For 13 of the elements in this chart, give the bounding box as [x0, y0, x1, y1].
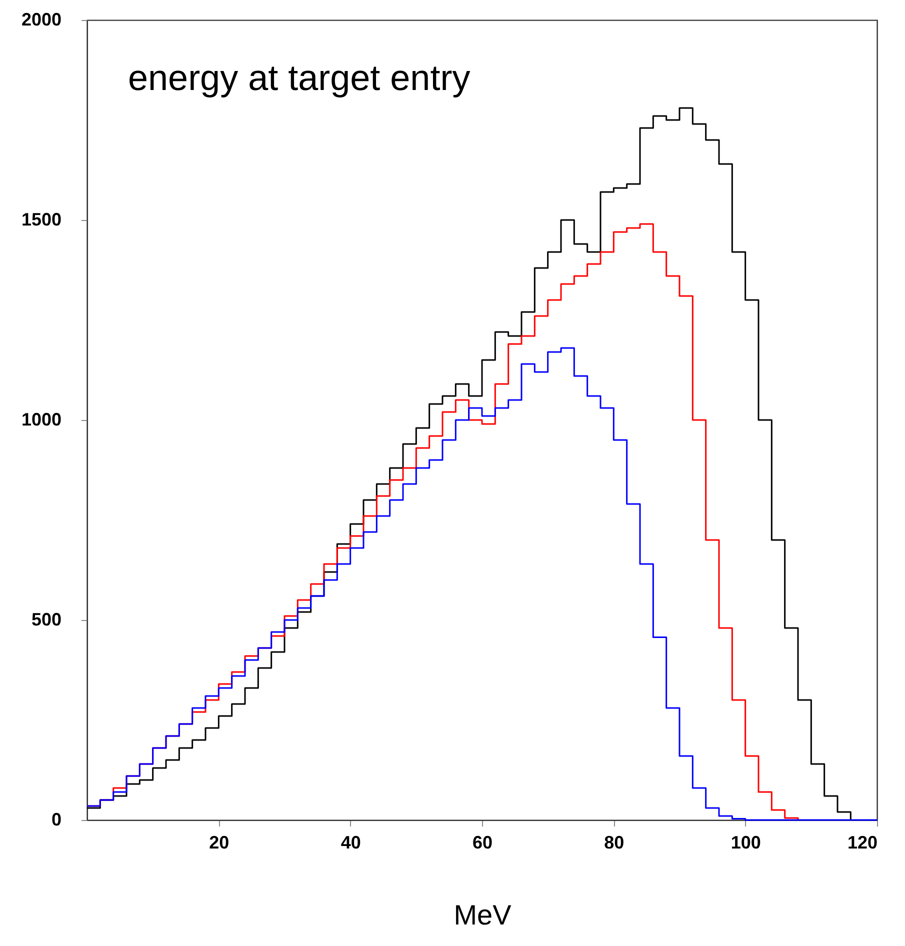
x-tick-label: 120	[847, 832, 878, 852]
y-tick-label: 500	[31, 610, 62, 630]
text: energy at target entry	[128, 57, 470, 98]
y-tick-label: 1000	[21, 410, 62, 430]
y-tick-label: 2000	[21, 10, 62, 30]
x-tick-label: 80	[604, 832, 624, 852]
x-tick-label: 20	[209, 832, 230, 852]
x-tick-label: 60	[472, 832, 493, 852]
x-axis-title: MeV	[454, 900, 512, 930]
y-tick-label: 0	[51, 810, 62, 830]
y-tick-label: 1500	[21, 210, 62, 230]
x-tick-label: 100	[730, 832, 761, 852]
x-tick-label: 40	[340, 832, 361, 852]
